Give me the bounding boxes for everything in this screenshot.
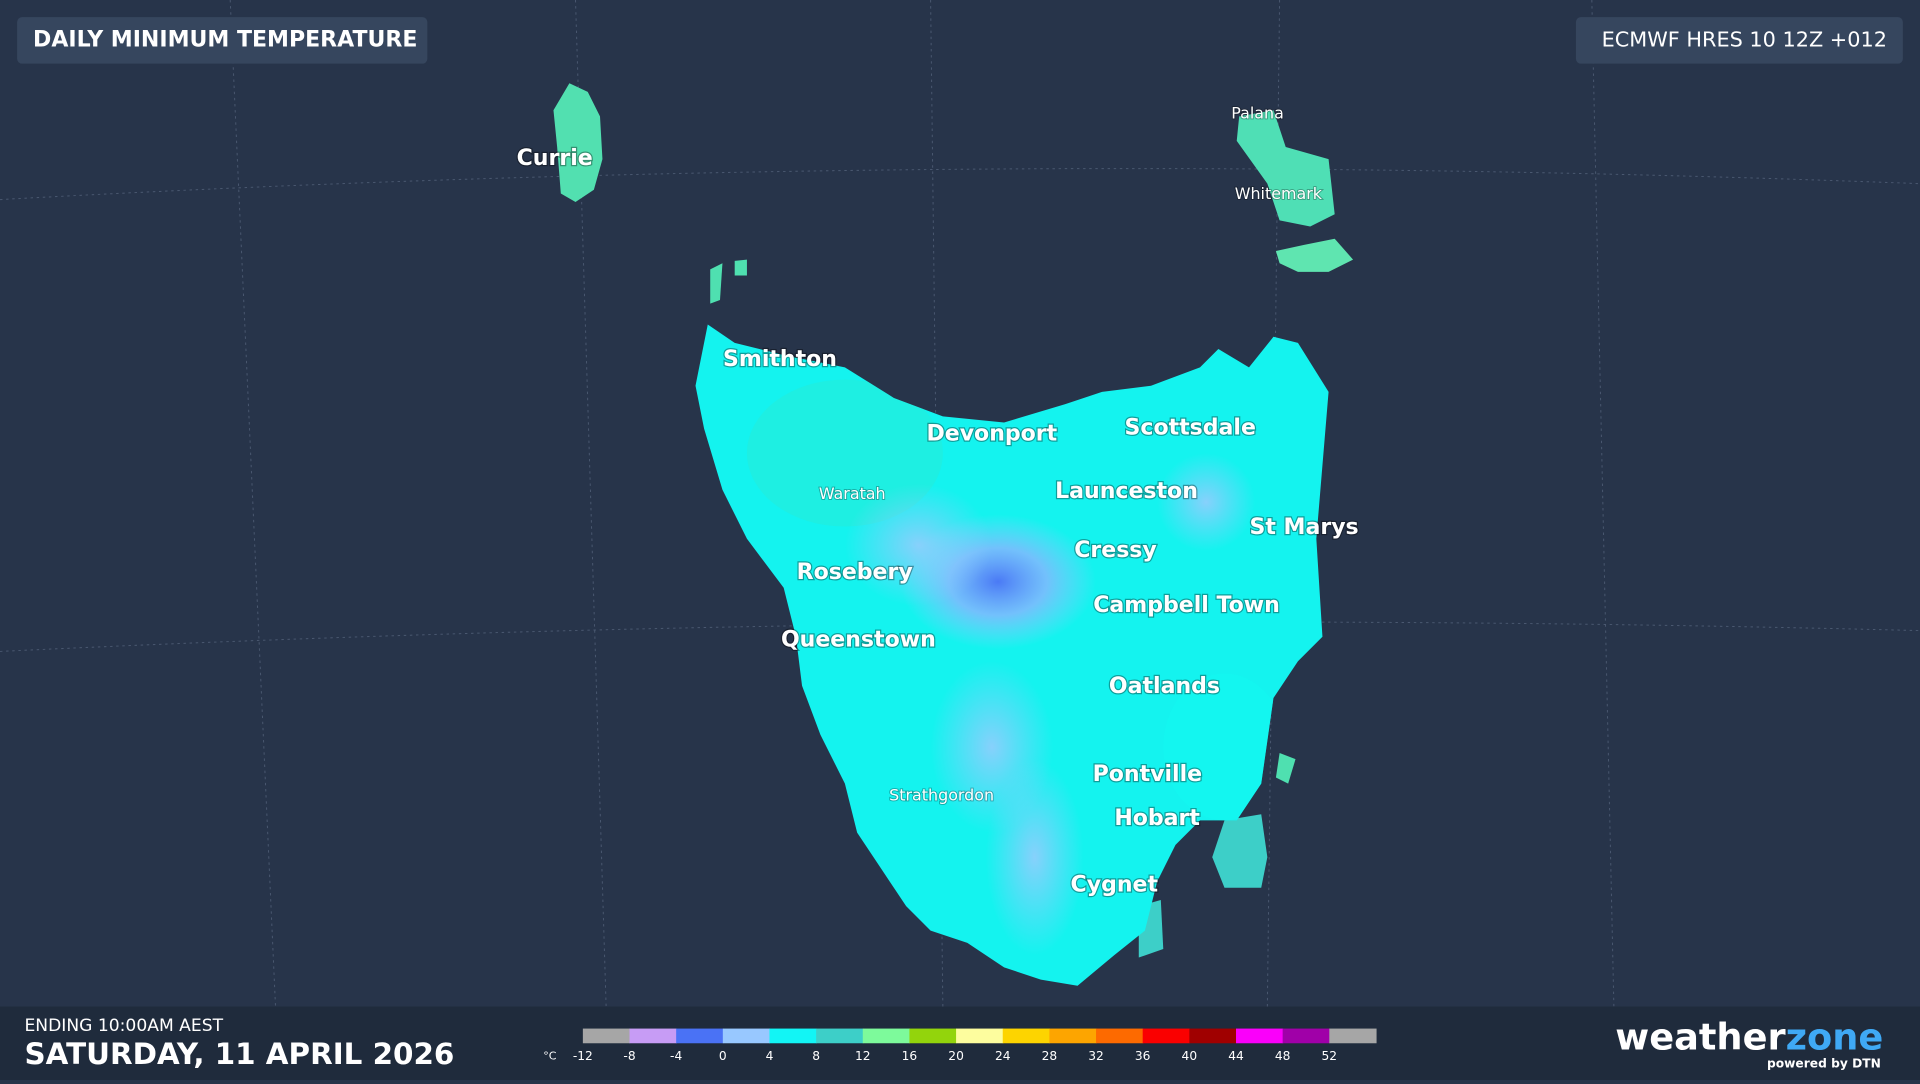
legend-tick-label: 12: [855, 1049, 871, 1063]
place-label: Launceston: [1055, 479, 1198, 504]
legend-swatch: [629, 1028, 677, 1044]
legend-swatch: [862, 1028, 911, 1044]
legend-tick-label: 16: [902, 1049, 918, 1063]
legend-tick-label: -12: [573, 1049, 593, 1063]
land: [553, 83, 1354, 986]
legend-tick-label: 8: [812, 1049, 820, 1063]
place-label: Campbell Town: [1093, 593, 1280, 618]
logo: weatherzone: [1615, 1015, 1883, 1058]
legend-swatch: [722, 1028, 771, 1044]
legend-swatch: [769, 1028, 817, 1044]
date: SATURDAY, 11 APRIL 2026: [24, 1037, 454, 1071]
title: DAILY MINIMUM TEMPERATURE: [33, 27, 417, 52]
place-label: Cygnet: [1071, 872, 1159, 897]
model-label: ECMWF HRES 10 12Z +012: [1602, 27, 1887, 51]
place-label: Waratah: [819, 484, 886, 503]
logo-word: weather: [1615, 1015, 1785, 1058]
legend-tick-label: 40: [1182, 1049, 1198, 1063]
legend-swatch: [1049, 1028, 1097, 1044]
legend-swatch: [1142, 1028, 1190, 1044]
place-label: Hobart: [1114, 806, 1200, 831]
legend-swatch: [1236, 1028, 1284, 1044]
legend-tick-label: 24: [995, 1049, 1011, 1063]
legend-swatch: [582, 1028, 631, 1044]
legend-tick-label: 32: [1088, 1049, 1104, 1063]
legend-swatch: [1282, 1028, 1330, 1044]
place-label: Whitemark: [1235, 184, 1323, 203]
legend-swatch: [956, 1028, 1004, 1044]
logo-accent: zone: [1786, 1015, 1884, 1058]
legend-unit: °C: [543, 1050, 557, 1063]
footer: ENDING 10:00AM AEST SATURDAY, 11 APRIL 2…: [0, 1006, 1920, 1080]
legend-tick-label: 20: [948, 1049, 964, 1063]
legend-tick-label: 36: [1135, 1049, 1151, 1063]
legend-swatch: [909, 1028, 957, 1044]
place-label: Devonport: [926, 422, 1057, 447]
legend-tick-label: 44: [1228, 1049, 1244, 1063]
place-label: Pontville: [1093, 762, 1202, 787]
legend-swatch: [1329, 1028, 1377, 1044]
footer-bar: [0, 1006, 1920, 1080]
legend-tick-label: 0: [719, 1049, 727, 1063]
place-label: St Marys: [1249, 515, 1358, 540]
place-label: Cressy: [1074, 538, 1157, 563]
place-label: Smithton: [723, 347, 837, 372]
place-label: Strathgordon: [889, 785, 994, 804]
place-label: Queenstown: [781, 627, 936, 652]
legend-tick-label: -4: [670, 1049, 682, 1063]
model-box: [1575, 17, 1903, 64]
place-label: Rosebery: [797, 560, 913, 585]
ending: ENDING 10:00AM AEST: [24, 1016, 223, 1036]
place-label: Oatlands: [1109, 674, 1220, 699]
header: DAILY MINIMUM TEMPERATURE ECMWF HRES 10 …: [17, 17, 1903, 64]
logo-tagline: powered by DTN: [1767, 1057, 1881, 1071]
legend-swatch: [1189, 1028, 1237, 1044]
place-label: Palana: [1231, 103, 1284, 122]
title-box: [17, 17, 428, 64]
legend-tick-label: 48: [1275, 1049, 1291, 1063]
legend-swatch: [676, 1028, 724, 1044]
legend-tick-label: 28: [1042, 1049, 1058, 1063]
legend-swatch: [1002, 1028, 1050, 1044]
place-label: Currie: [517, 146, 593, 171]
legend-swatch: [816, 1028, 864, 1044]
legend-tick-label: 4: [766, 1049, 774, 1063]
place-labels: Currie Palana Whitemark Smithton Devonpo…: [515, 102, 1359, 898]
legend-swatch: [1096, 1028, 1144, 1044]
place-label: Scottsdale: [1125, 416, 1256, 441]
legend-tick-label: 52: [1322, 1049, 1338, 1063]
legend-tick-label: -8: [623, 1049, 635, 1063]
